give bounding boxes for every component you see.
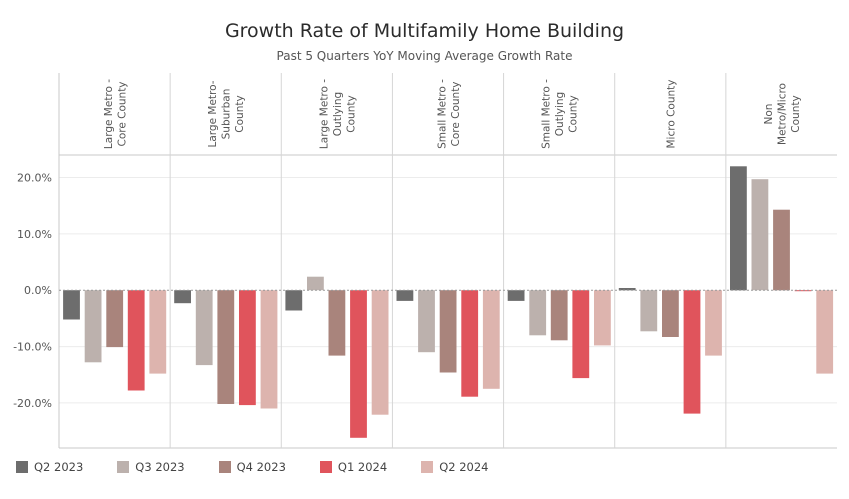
bar [640,290,658,332]
panel-label: Small Metro - [541,79,553,149]
bar [461,290,479,397]
panel-label: Metro/Micro [776,83,788,145]
legend-item: Q3 2023 [117,458,185,476]
bar [662,290,679,337]
bar [260,290,278,409]
legend-label: Q4 2023 [236,460,286,474]
panel-label: County [234,95,246,132]
bar [307,276,324,291]
panel-label: Outlying [554,92,566,136]
panel-label: County [790,95,802,132]
panel-label: Non [763,104,775,125]
legend-swatch [117,461,130,473]
legend: Q2 2023 Q3 2023 Q4 2023 Q1 2024 Q2 2024 [16,458,522,476]
panel-label: Large Metro - [103,79,115,149]
y-tick-label: 10.0% [17,228,52,241]
bar [529,290,547,336]
panel-label: Small Metro - [436,79,448,149]
bar [63,290,80,320]
legend-item: Q2 2024 [421,458,488,476]
panel-label: County [345,95,357,132]
bar [418,290,435,353]
bar [84,290,102,363]
legend-swatch [16,461,28,473]
bar [285,290,303,311]
legend-swatch [319,461,332,473]
panel-label: Core County [450,81,462,146]
legend-swatch [218,461,231,473]
bar [683,290,701,414]
legend-label: Q3 2023 [135,460,185,474]
bar [127,290,145,391]
bar [439,290,457,373]
panel-label: Outlying [332,92,344,136]
bar [594,290,611,346]
bar [396,290,414,301]
legend-swatch [421,461,434,473]
chart-subtitle: Past 5 Quarters YoY Moving Average Growt… [276,49,573,63]
bar [149,290,167,374]
legend-label: Q2 2023 [34,460,84,474]
legend-label: Q1 2024 [337,460,388,474]
bar [106,290,124,348]
bar [773,209,790,291]
legend-label: Q2 2024 [439,460,489,474]
panel-label: Large Metro - [318,79,330,149]
bar [816,290,834,374]
bar [239,290,256,406]
bar [705,290,722,356]
bar [572,290,590,379]
bar [328,290,346,356]
y-tick-label: 20.0% [17,172,52,185]
legend-item: Q2 2023 [16,458,83,476]
y-tick-label: 0.0% [24,284,52,297]
bar [730,166,747,291]
panel-label: Micro County [665,80,677,149]
bar [618,288,636,291]
bar [195,290,213,366]
chart-title: Growth Rate of Multifamily Home Building [224,20,625,42]
bar [217,290,235,404]
bar [751,179,769,291]
panel-label: Core County [116,81,128,146]
legend-item: Q1 2024 [319,458,388,476]
panel-label: County [568,95,580,132]
bar [174,290,191,304]
panel-label: Suburban [221,89,233,140]
bar [371,290,389,415]
y-tick-label: -20.0% [13,397,52,410]
legend-item: Q4 2023 [218,458,286,476]
bar [550,290,568,341]
bar [350,290,367,438]
bar [507,290,525,301]
bar [482,290,500,389]
y-tick-label: -10.0% [13,341,52,354]
panel-label: Large Metro- [207,80,219,147]
